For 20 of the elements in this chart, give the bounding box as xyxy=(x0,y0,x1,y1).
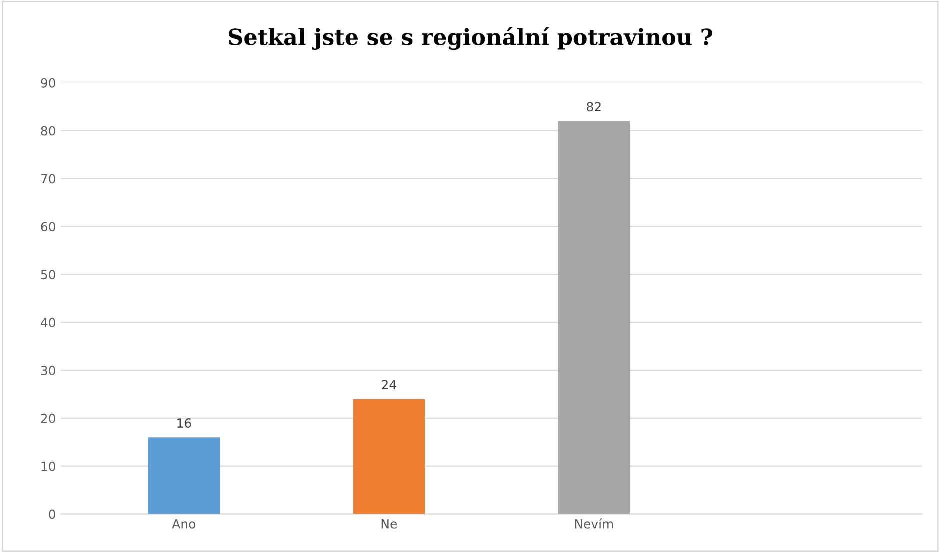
y-tick-label: 20 xyxy=(41,414,56,424)
y-tick-label: 70 xyxy=(41,174,56,184)
y-tick-label: 90 xyxy=(41,78,56,88)
chart-title: Setkal jste se s regionální potravinou ? xyxy=(229,27,712,50)
y-tick-label: 10 xyxy=(42,462,56,472)
x-tick-label: Ano xyxy=(172,520,196,529)
bar xyxy=(558,121,630,514)
y-tick-label: 0 xyxy=(49,510,56,520)
y-tick-label: 30 xyxy=(41,366,56,376)
bar xyxy=(148,438,220,514)
data-label: 24 xyxy=(382,380,396,390)
y-tick-label: 60 xyxy=(41,222,56,232)
y-tick-label: 50 xyxy=(41,270,56,280)
x-tick-label: Nevím xyxy=(575,518,614,529)
y-tick-label: 80 xyxy=(41,126,56,136)
data-label: 16 xyxy=(178,418,192,428)
y-tick-label: 40 xyxy=(41,318,56,328)
x-tick-label: Ne xyxy=(382,520,398,529)
data-label: 82 xyxy=(587,102,601,112)
bar xyxy=(353,399,426,514)
